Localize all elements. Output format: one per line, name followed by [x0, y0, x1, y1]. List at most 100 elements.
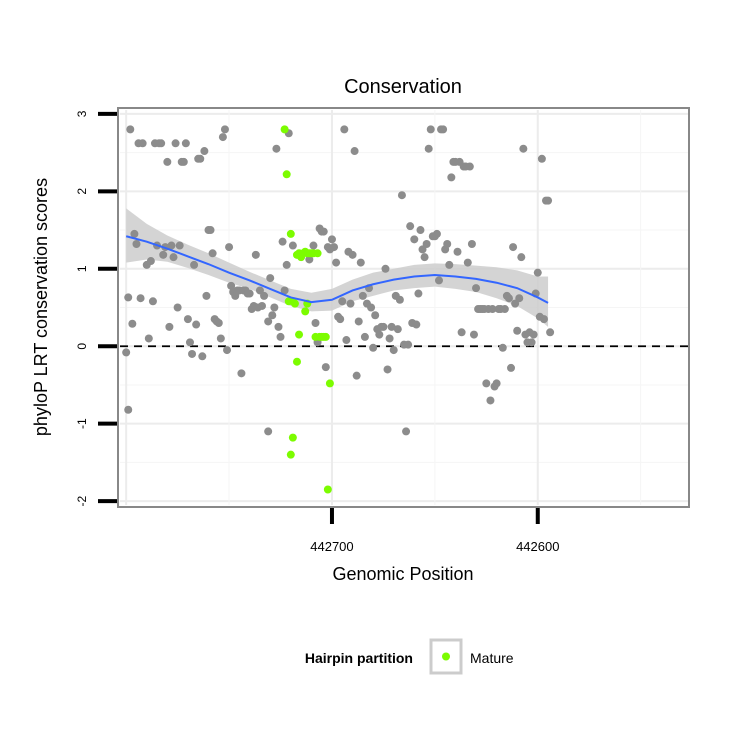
data-point: [443, 239, 452, 248]
data-point: [132, 239, 141, 248]
data-point: [264, 317, 273, 326]
data-point: [389, 346, 398, 355]
data-point: [387, 322, 396, 331]
data-point: [340, 125, 349, 134]
data-point: [342, 336, 351, 345]
data-point: [358, 291, 367, 300]
data-point: [509, 243, 518, 252]
data-point: [486, 396, 495, 405]
data-point-mature: [292, 357, 301, 366]
y-axis-label: phyloP LRT conservation scores: [31, 178, 51, 436]
data-point: [385, 334, 394, 343]
y-tick-label: 2: [75, 188, 89, 195]
data-point: [375, 330, 384, 339]
y-tick-label: 0: [75, 343, 89, 350]
data-point-mature: [290, 299, 299, 308]
data-point: [350, 147, 359, 156]
data-point: [447, 173, 456, 182]
data-point: [227, 281, 236, 290]
data-point: [463, 258, 472, 267]
data-point: [416, 226, 425, 235]
data-point: [517, 253, 526, 262]
data-point: [288, 241, 297, 250]
data-point-mature: [321, 332, 330, 341]
data-point: [146, 257, 155, 266]
data-point: [465, 162, 474, 171]
data-point: [402, 427, 411, 436]
data-point: [270, 303, 279, 312]
data-point: [412, 320, 421, 329]
data-point: [336, 315, 345, 324]
y-tick-label: -1: [75, 418, 89, 429]
data-point: [165, 322, 174, 331]
data-point: [188, 349, 197, 358]
data-point: [183, 315, 192, 324]
data-point: [422, 239, 431, 248]
data-point: [280, 286, 289, 295]
confidence-band: [126, 208, 549, 327]
data-point: [138, 139, 147, 148]
data-point: [208, 249, 217, 258]
data-point: [338, 297, 347, 306]
data-point: [546, 328, 555, 337]
data-point: [309, 241, 318, 250]
legend-entry-mature: Mature: [470, 650, 514, 666]
data-point: [214, 318, 223, 327]
data-point: [513, 326, 522, 335]
data-point: [346, 299, 355, 308]
data-point: [124, 293, 133, 302]
data-point: [321, 363, 330, 372]
data-point: [457, 328, 466, 337]
data-point: [352, 371, 361, 380]
data-point: [469, 330, 478, 339]
data-point: [498, 343, 507, 352]
data-point: [157, 139, 166, 148]
ribbon-layer: [126, 208, 549, 327]
data-point: [190, 260, 199, 269]
data-point: [527, 338, 536, 347]
data-point: [507, 363, 516, 372]
data-point: [504, 294, 513, 303]
data-point: [136, 294, 145, 303]
data-point: [185, 338, 194, 347]
smooth-layer: [125, 235, 549, 304]
data-point: [488, 305, 497, 314]
data-point-mature: [282, 170, 291, 179]
y-tick-label: -2: [75, 495, 89, 506]
data-point: [311, 318, 320, 327]
data-point: [128, 319, 137, 328]
data-point: [163, 157, 172, 166]
data-point: [511, 299, 520, 308]
data-point: [266, 274, 275, 283]
data-point: [354, 317, 363, 326]
data-point: [426, 125, 435, 134]
data-point: [260, 291, 269, 300]
data-point: [223, 346, 232, 355]
y-axis: -2 -1 0 1 2 3: [75, 110, 117, 506]
data-point: [278, 237, 287, 246]
data-point: [332, 258, 341, 267]
data-point: [404, 340, 413, 349]
data-point: [245, 289, 254, 298]
data-point: [167, 241, 176, 250]
data-point: [445, 260, 454, 269]
data-point: [393, 325, 402, 334]
data-point: [225, 243, 234, 252]
data-point: [432, 229, 441, 238]
data-point: [379, 322, 388, 331]
data-point: [305, 255, 314, 264]
data-point: [200, 147, 209, 156]
data-point: [274, 322, 283, 331]
data-point: [406, 222, 415, 231]
data-point: [272, 144, 281, 153]
data-point: [381, 264, 390, 273]
data-point: [383, 365, 392, 374]
data-point: [237, 369, 246, 378]
data-point-mature: [325, 379, 334, 388]
panel-border: [117, 107, 690, 508]
data-point: [482, 379, 491, 388]
data-point: [348, 250, 357, 259]
data-point: [130, 229, 139, 238]
data-point: [218, 133, 227, 142]
data-point: [181, 139, 190, 148]
